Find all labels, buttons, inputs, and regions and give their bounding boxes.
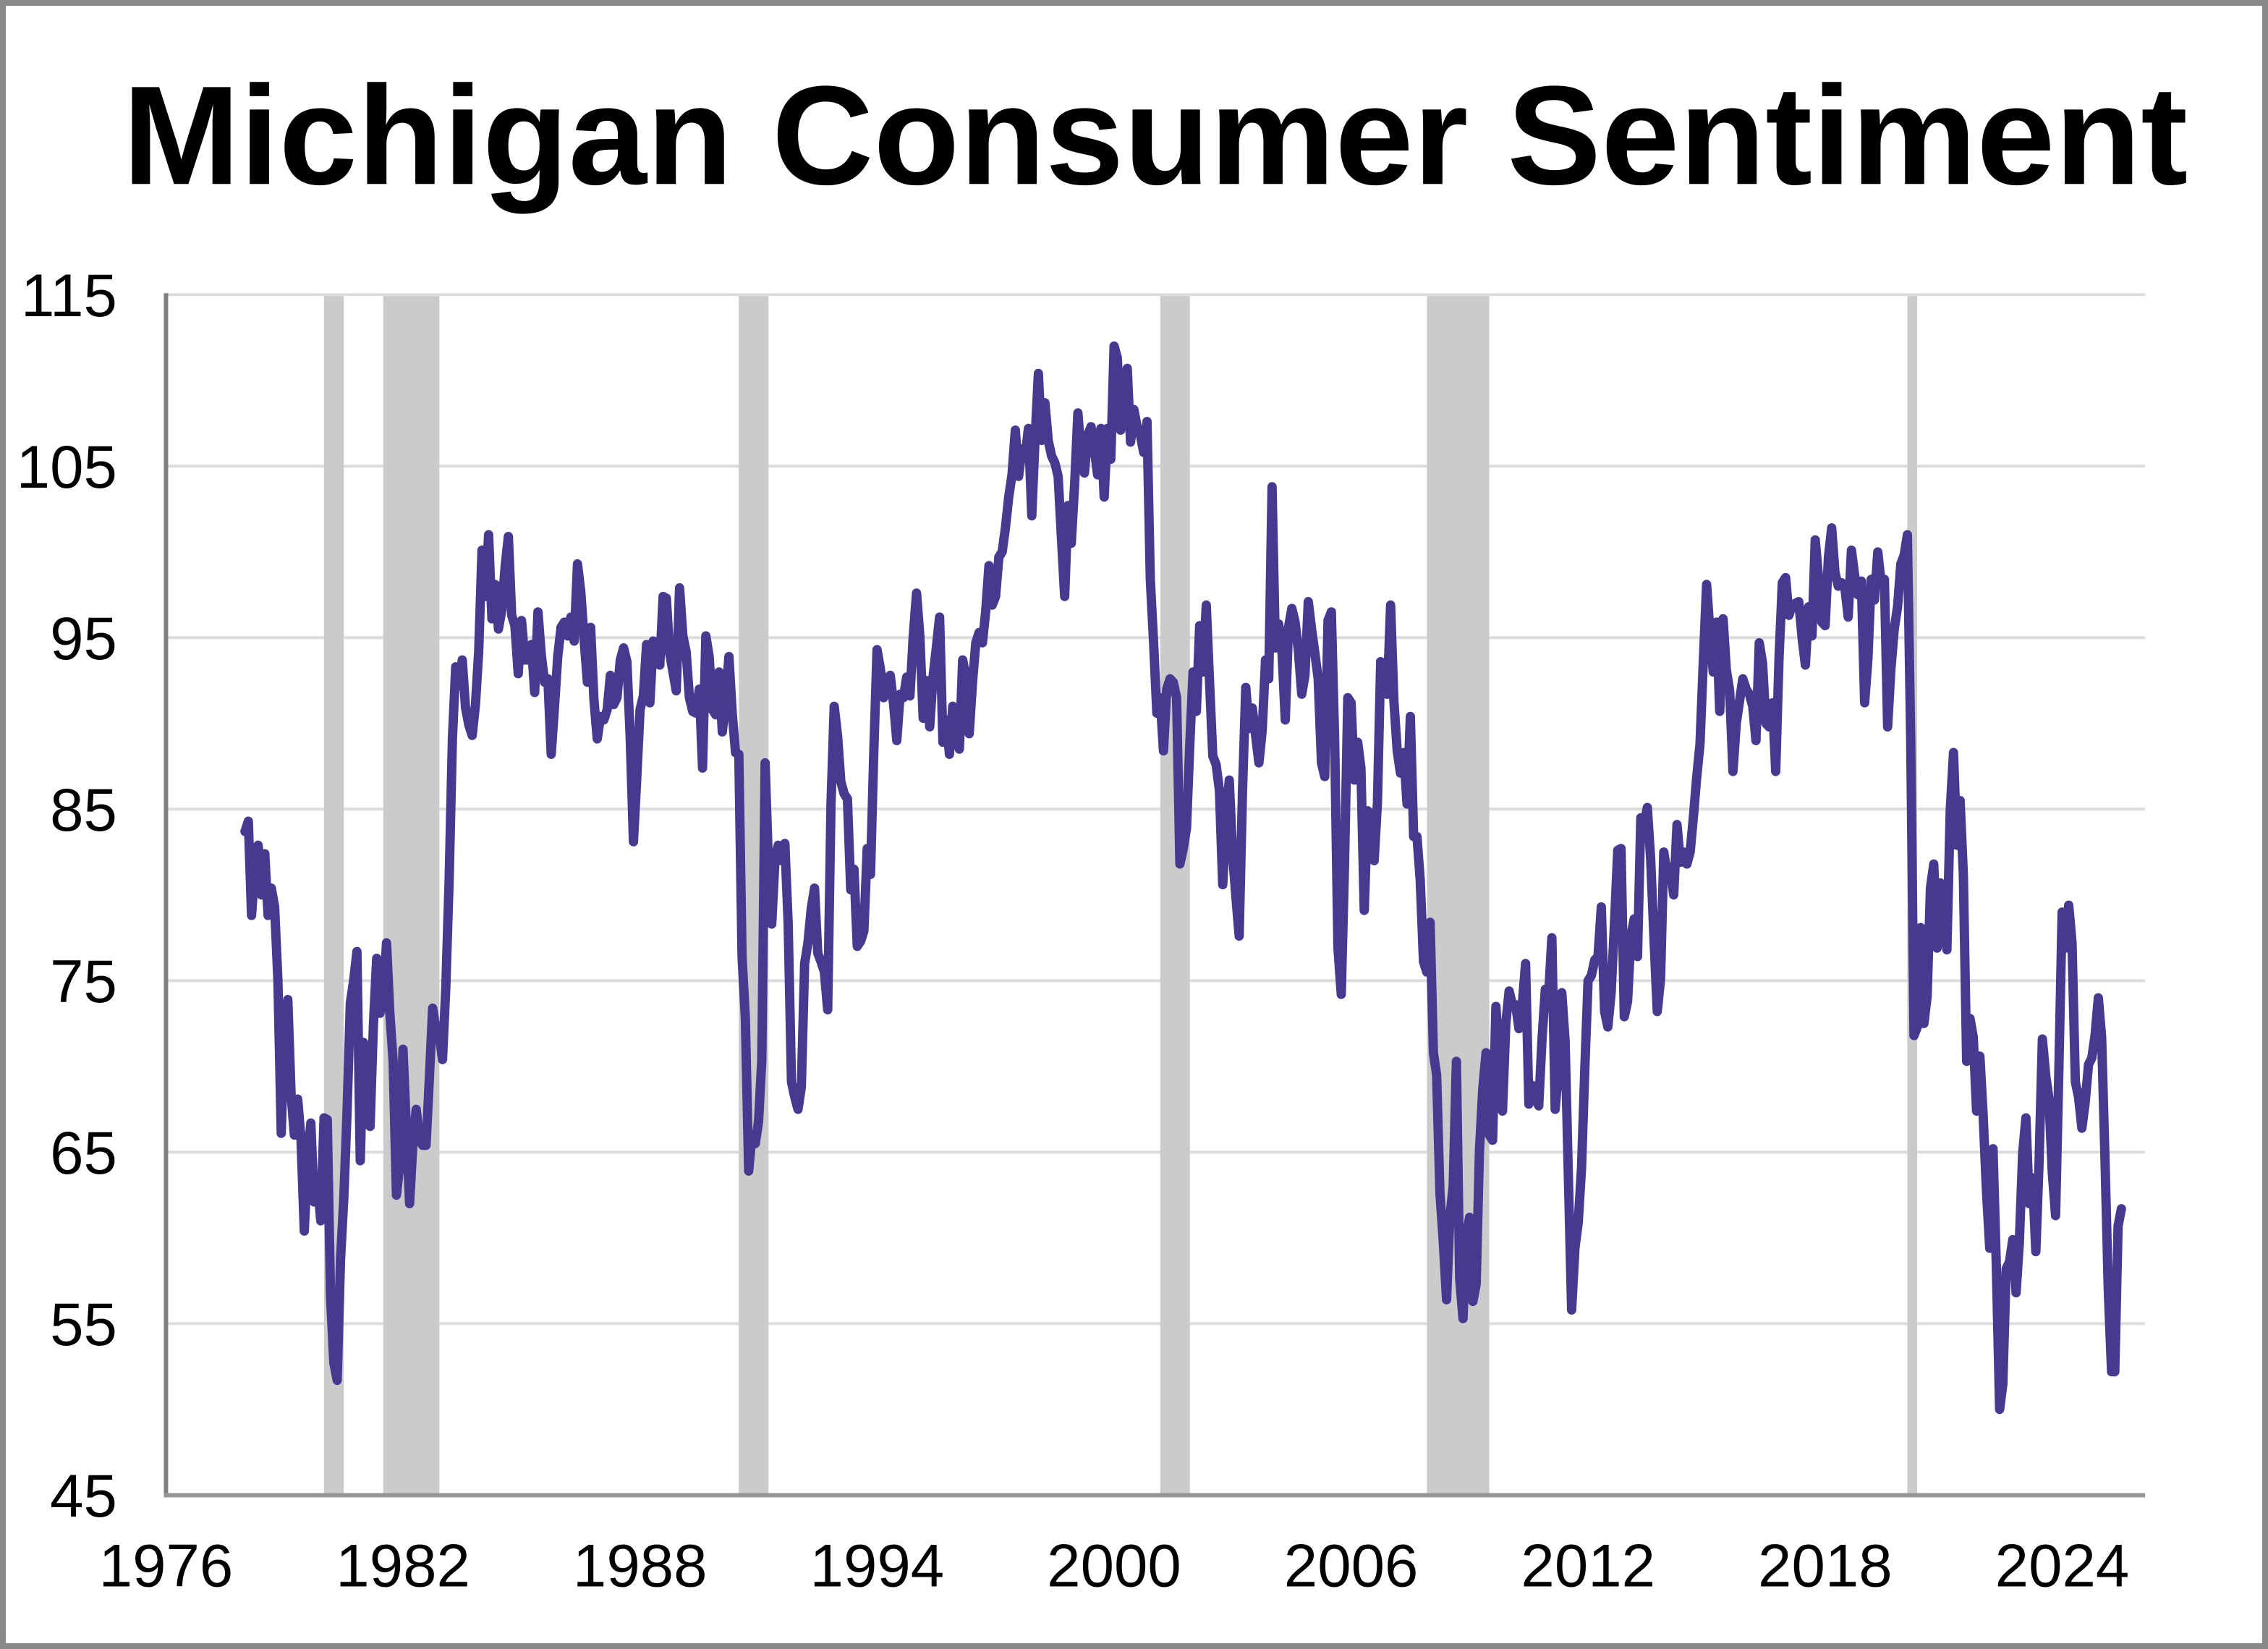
tick-labels-layer: 45 55 65 75 85 95 105 115 1976 1982 1988 1994 2000 20… (17, 261, 2129, 1600)
x-tick-label-2000: 2000 (1047, 1532, 1181, 1600)
gridlines-layer (166, 293, 2146, 1326)
x-tick-label-1976: 1976 (99, 1532, 234, 1600)
sentiment-series-line (240, 341, 2126, 1415)
x-tick-label-1982: 1982 (336, 1532, 470, 1600)
x-tick-label-1988: 1988 (573, 1532, 708, 1600)
y-tick-label-115: 115 (21, 261, 117, 329)
y-tick-label-55: 55 (50, 1290, 117, 1358)
y-tick-label-85: 85 (50, 776, 117, 844)
x-tick-label-2018: 2018 (1758, 1532, 1893, 1600)
y-tick-label-45: 45 (50, 1462, 117, 1530)
x-tick-label-2006: 2006 (1284, 1532, 1419, 1600)
axes-layer (163, 293, 2146, 1498)
y-tick-label-105: 105 (17, 433, 117, 501)
series-layer (240, 341, 2126, 1415)
x-tick-label-1994: 1994 (810, 1532, 945, 1600)
recession-band-1 (383, 296, 440, 1496)
y-tick-label-75: 75 (50, 947, 117, 1015)
recession-band-3 (1160, 296, 1190, 1496)
x-tick-label-2012: 2012 (1521, 1532, 1655, 1600)
chart-title: Michigan Consumer Sentiment (122, 57, 2188, 214)
y-tick-label-95: 95 (50, 604, 117, 672)
y-tick-label-65: 65 (50, 1119, 117, 1187)
x-tick-label-2024: 2024 (1995, 1532, 2130, 1600)
sentiment-line-chart: 45 55 65 75 85 95 105 115 1976 1982 1988 1994 2000 20… (17, 57, 2188, 1600)
